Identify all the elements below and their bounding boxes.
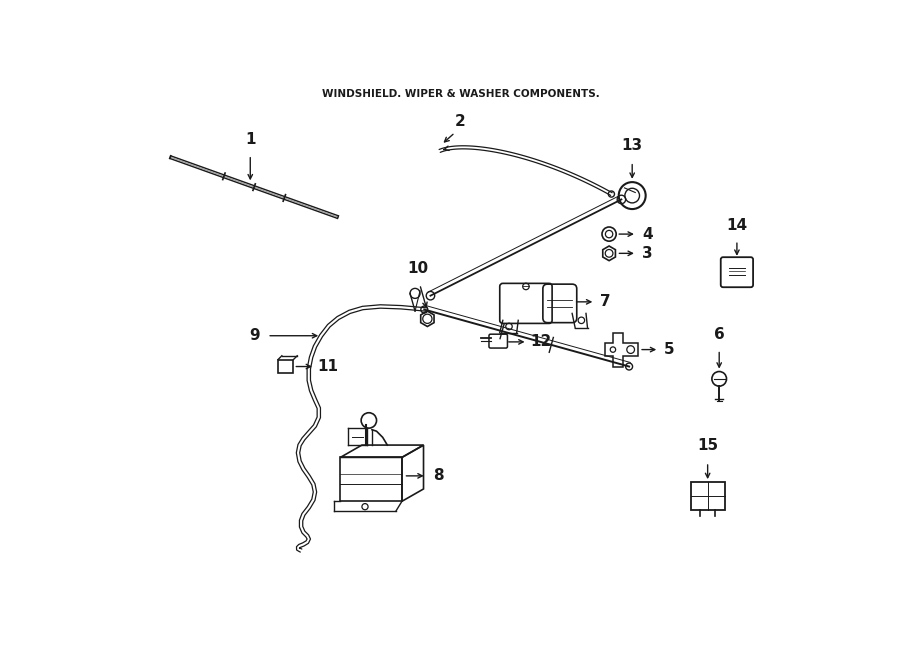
Text: 15: 15 <box>698 438 718 453</box>
Text: 13: 13 <box>622 138 643 153</box>
Text: 9: 9 <box>249 329 260 343</box>
Text: 8: 8 <box>433 469 444 483</box>
Text: 14: 14 <box>726 217 748 233</box>
Text: 4: 4 <box>643 227 652 241</box>
Text: 6: 6 <box>714 327 724 342</box>
Text: 3: 3 <box>643 246 652 261</box>
Text: 5: 5 <box>664 342 674 357</box>
Text: 10: 10 <box>408 260 428 276</box>
Text: 11: 11 <box>318 359 338 374</box>
Text: WINDSHIELD. WIPER & WASHER COMPONENTS.: WINDSHIELD. WIPER & WASHER COMPONENTS. <box>322 89 600 99</box>
Text: 2: 2 <box>454 114 465 129</box>
Text: 1: 1 <box>245 132 256 147</box>
Bar <box>278 360 293 373</box>
Text: 12: 12 <box>531 334 552 350</box>
Text: 7: 7 <box>600 294 610 309</box>
